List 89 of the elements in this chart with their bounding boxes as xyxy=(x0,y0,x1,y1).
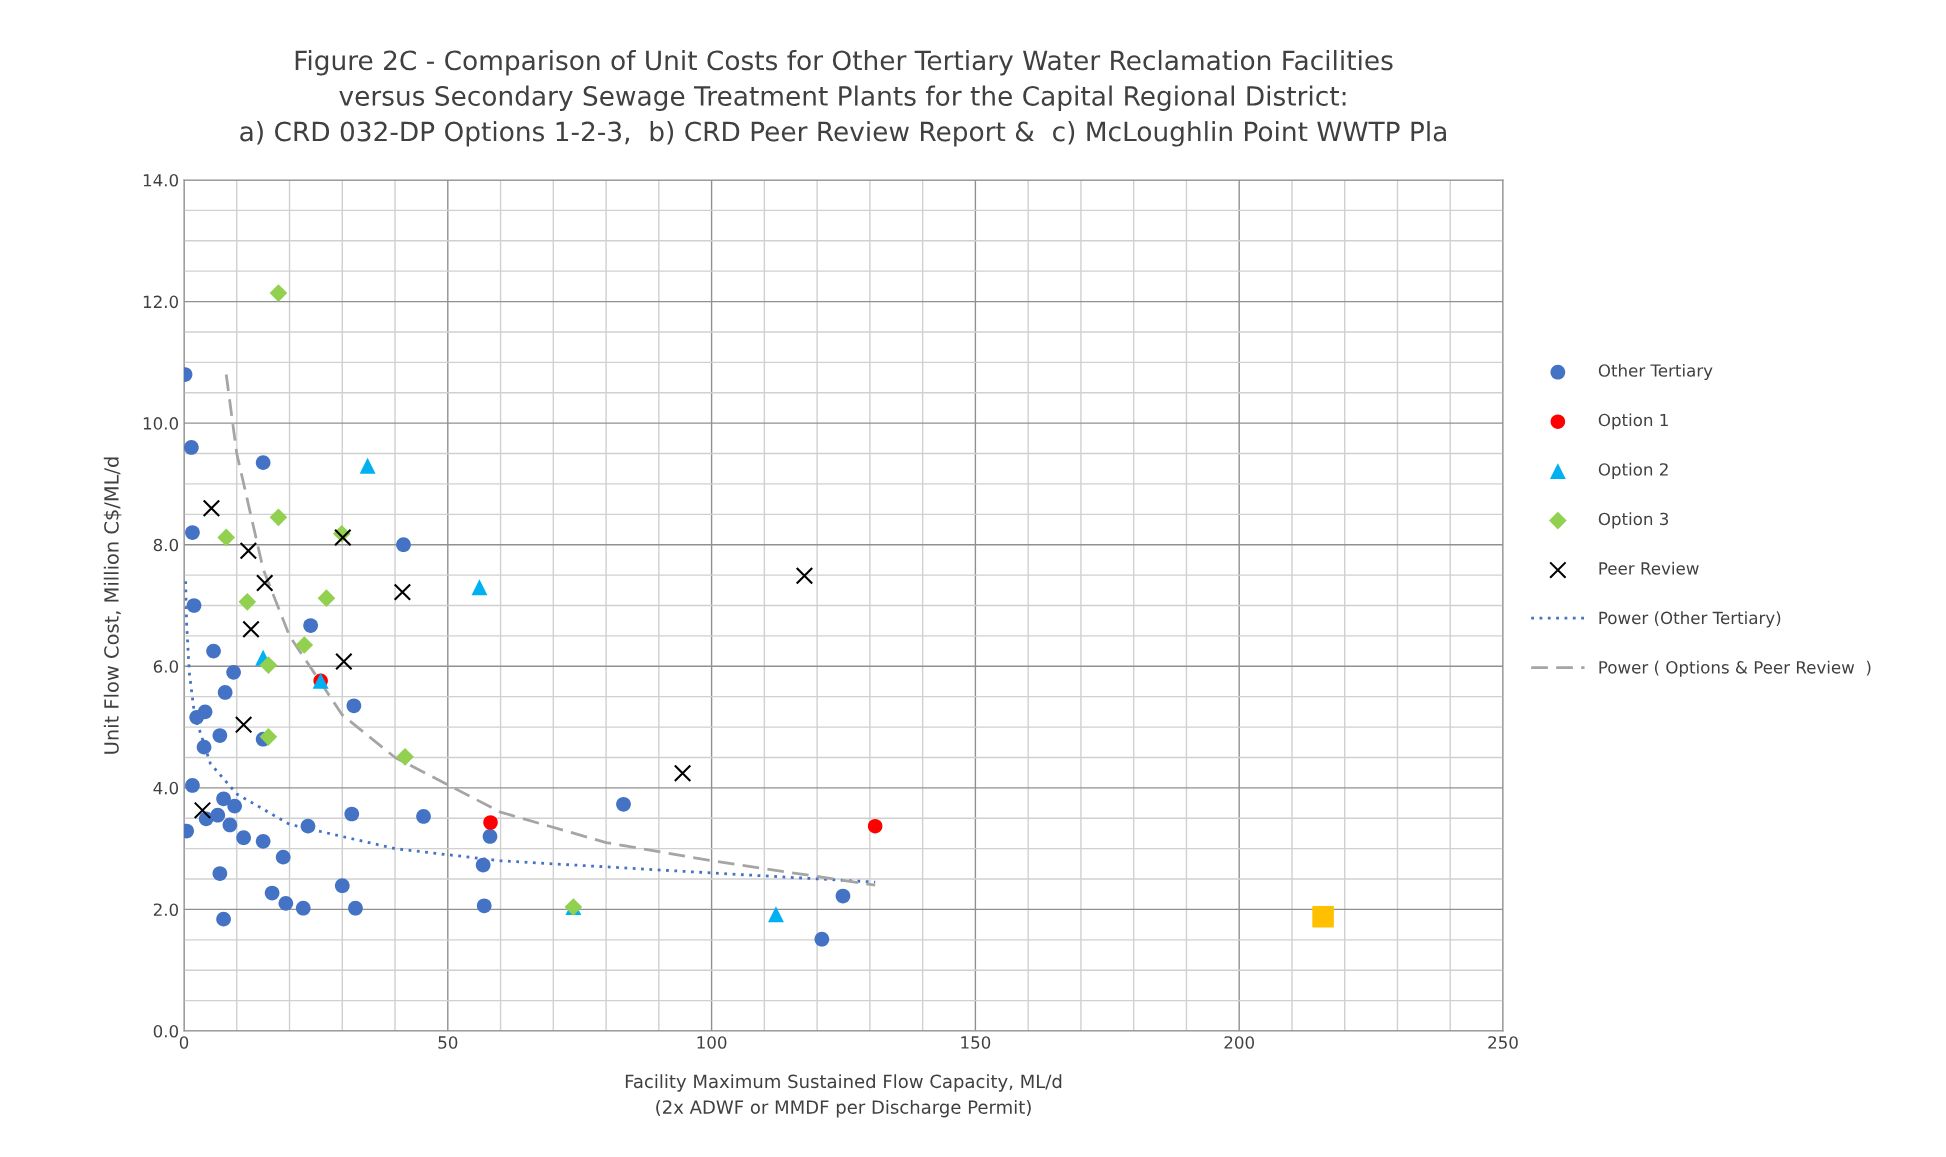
point xyxy=(185,525,200,540)
point xyxy=(210,807,226,823)
y-tick-label: 6.0 xyxy=(153,660,179,673)
point xyxy=(359,457,376,474)
point xyxy=(212,728,228,743)
point xyxy=(255,574,274,592)
point xyxy=(334,878,350,894)
point xyxy=(227,798,243,814)
y-tick-label: 10.0 xyxy=(143,417,179,430)
line-series xyxy=(184,579,877,884)
point xyxy=(396,748,414,766)
point xyxy=(216,791,231,807)
y-tick-label: 0.0 xyxy=(153,1024,179,1038)
point xyxy=(795,566,814,585)
point xyxy=(238,593,257,611)
point xyxy=(673,764,692,783)
point xyxy=(222,817,238,833)
point xyxy=(217,685,233,700)
point xyxy=(393,583,412,601)
point xyxy=(275,849,291,865)
point xyxy=(867,818,883,834)
x-axis-title: Facility Maximum Sustained Flow Capacity, ML/d (2x ADWF or MMDF per Discharge Permit) xyxy=(625,1074,1062,1118)
point xyxy=(278,895,294,911)
point xyxy=(234,715,253,734)
chart-title: Figure 2C - Comparison of Unit Costs for Other Tertiary Water Reclamation Facilities versus Secondary Sewage Treatment Plants for the Capital Regional District: a) CRD 032-DP Options 1-2-3, b) CRD Peer Review Report & c) McLoughlin Point WWTP Pla xyxy=(240,49,1446,147)
point xyxy=(259,727,278,746)
x-tick-label: 100 xyxy=(697,1036,727,1049)
y-tick-label: 8.0 xyxy=(153,538,179,552)
point xyxy=(616,796,631,812)
point xyxy=(334,528,352,547)
point xyxy=(269,284,288,302)
point xyxy=(202,499,221,518)
point xyxy=(196,739,212,755)
y-axis-title: Unit Flow Cost, Million C$/ML/d xyxy=(103,457,122,754)
point xyxy=(1312,905,1334,928)
point xyxy=(217,528,236,547)
point xyxy=(212,866,228,881)
point xyxy=(259,656,278,674)
legend-label: Option 2 xyxy=(1598,462,1668,479)
point xyxy=(483,815,498,830)
legend-label: Option 1 xyxy=(1598,413,1668,430)
y-tick-label: 2.0 xyxy=(153,903,179,916)
y-tick-label: 4.0 xyxy=(153,781,179,795)
point xyxy=(346,698,362,714)
point xyxy=(242,620,260,638)
point xyxy=(471,579,488,596)
point xyxy=(184,440,199,455)
line-series xyxy=(224,373,877,887)
point xyxy=(303,618,318,633)
x-tick-label: 200 xyxy=(1224,1036,1254,1049)
point xyxy=(317,589,336,608)
point xyxy=(236,830,251,846)
y-tick-label: 12.0 xyxy=(143,295,179,309)
x-tick-label: 250 xyxy=(1488,1036,1518,1049)
point xyxy=(193,801,212,820)
x-tick-label: 0 xyxy=(179,1036,189,1049)
point xyxy=(475,857,491,873)
point xyxy=(255,455,271,471)
point xyxy=(300,818,316,834)
point xyxy=(197,704,213,720)
point xyxy=(416,809,431,824)
legend-label: Option 3 xyxy=(1598,512,1669,529)
point xyxy=(295,636,314,654)
point xyxy=(835,888,851,904)
point xyxy=(264,885,280,901)
point xyxy=(255,833,271,849)
point xyxy=(335,652,353,671)
x-tick-label: 150 xyxy=(961,1036,991,1049)
legend-label: Power (Other Tertiary) xyxy=(1599,611,1781,628)
point xyxy=(226,665,241,680)
legend-label: Power ( Options & Peer Review ) xyxy=(1599,660,1871,677)
point xyxy=(269,508,288,527)
legend-label: Peer Review xyxy=(1599,561,1699,575)
point xyxy=(185,778,200,793)
point xyxy=(814,931,830,947)
point xyxy=(348,900,363,916)
point xyxy=(206,643,221,659)
point xyxy=(239,542,258,560)
point xyxy=(396,537,411,553)
point xyxy=(482,829,498,844)
point xyxy=(216,911,231,927)
y-tick-label: 14.0 xyxy=(143,173,179,187)
point xyxy=(476,898,492,914)
point xyxy=(295,900,311,916)
point xyxy=(186,598,202,613)
legend-label: Other Tertiary xyxy=(1598,363,1713,381)
point xyxy=(768,906,784,923)
point xyxy=(344,806,360,822)
x-tick-label: 50 xyxy=(438,1036,458,1049)
